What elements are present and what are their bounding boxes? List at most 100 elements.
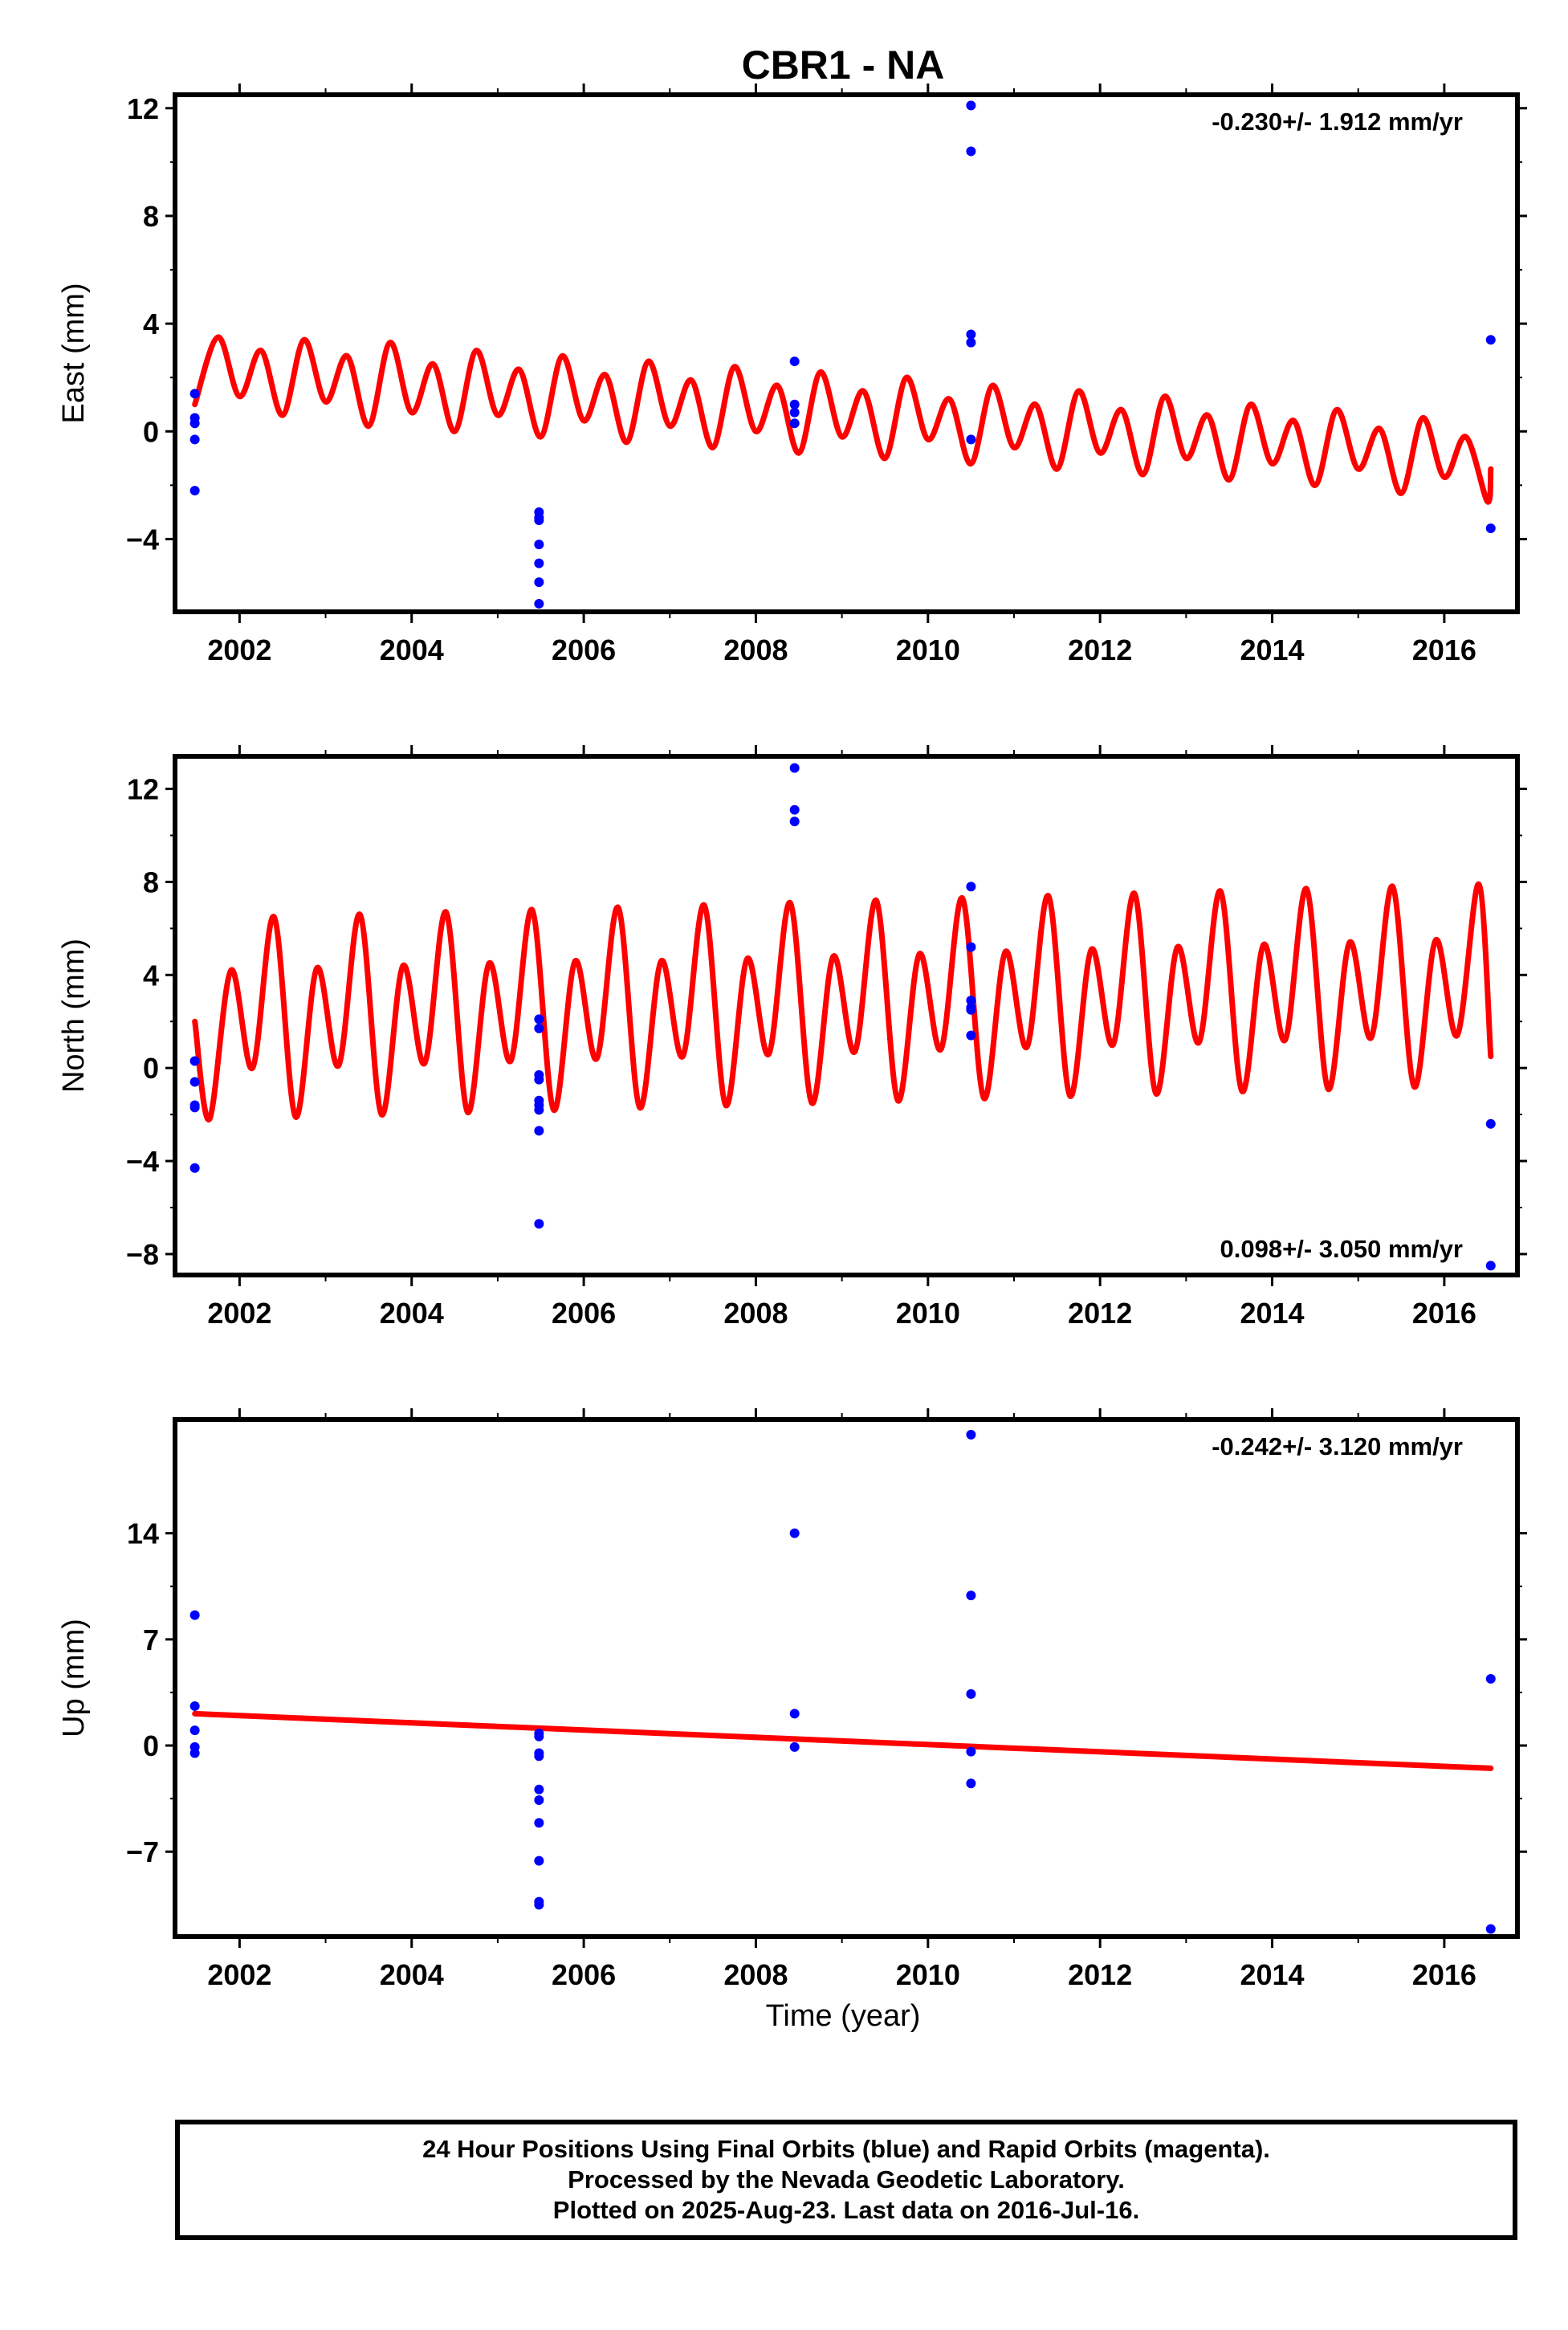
x-axis-label: Time (year) (766, 1999, 921, 2033)
x-tick-label: 2008 (723, 1958, 788, 1991)
data-point (966, 1778, 976, 1789)
data-point (189, 418, 200, 429)
data-point (1485, 1261, 1496, 1271)
data-point (1485, 1118, 1496, 1129)
data-point (1485, 1673, 1496, 1684)
data-point (789, 1709, 800, 1719)
data-point (966, 434, 976, 445)
data-point (534, 1751, 544, 1762)
y-axis-label: Up (mm) (57, 1619, 91, 1737)
y-axis-label: North (mm) (57, 939, 91, 1093)
data-point (966, 996, 976, 1006)
y-tick-label: 4 (143, 959, 159, 992)
data-point (534, 1074, 544, 1085)
data-point (189, 389, 200, 399)
chart-title: CBR1 - NA (742, 43, 945, 88)
data-point (966, 329, 976, 340)
footer-box: 24 Hour Positions Using Final Orbits (bl… (175, 2120, 1517, 2240)
data-point (966, 942, 976, 952)
data-point (966, 1004, 976, 1015)
x-tick-label: 2002 (207, 1297, 271, 1330)
panel-3: −7 0 7 14 2002 2004 2006 2008 2010 2012 2014 2016 Up… (57, 1408, 1527, 1991)
x-tick-label: 2014 (1240, 1297, 1304, 1330)
data-point (966, 100, 976, 111)
x-tick-label: 2016 (1412, 1958, 1476, 1991)
data-point (534, 598, 544, 609)
plot-frame (173, 1417, 1520, 1939)
data-point (789, 1741, 800, 1752)
rate-annotation: -0.242+/- 3.120 mm/yr (1212, 1432, 1463, 1460)
data-point (1485, 335, 1496, 345)
panel-2: −8 −4 0 4 8 12 2002 2004 2006 2008 2010 2012 2014 201… (57, 745, 1527, 1330)
x-tick-label: 2006 (552, 1297, 616, 1330)
data-point (1485, 1924, 1496, 1934)
x-tick-label: 2004 (380, 1958, 444, 1991)
data-point (534, 1784, 544, 1794)
y-tick-label: −4 (126, 1145, 159, 1178)
x-tick-label: 2002 (207, 1958, 271, 1991)
data-point (534, 540, 544, 550)
y-tick-label: 12 (127, 773, 159, 806)
x-tick-label: 2004 (380, 1297, 444, 1330)
y-tick-label: 0 (143, 1729, 159, 1762)
x-tick-label: 2010 (896, 1297, 960, 1330)
data-point (789, 805, 800, 815)
plot-area (189, 100, 1496, 609)
data-point (189, 1077, 200, 1087)
data-point (966, 1591, 976, 1601)
data-point (534, 558, 544, 568)
footer-line-2: Processed by the Nevada Geodetic Laborat… (568, 2165, 1125, 2194)
y-tick-label: 8 (143, 200, 159, 233)
x-tick-label: 2016 (1412, 1297, 1476, 1330)
y-tick-label: 7 (143, 1623, 159, 1656)
data-point (789, 763, 800, 773)
x-tick-label: 2014 (1240, 1958, 1304, 1991)
y-tick-label: 0 (143, 415, 159, 448)
data-point (789, 817, 800, 827)
x-tick-label: 2010 (896, 1958, 960, 1991)
x-tick-label: 2004 (380, 633, 444, 666)
data-point (966, 146, 976, 157)
y-tick-label: −8 (126, 1238, 159, 1271)
data-point (534, 1731, 544, 1741)
fit-model-line (192, 881, 1494, 1122)
y-tick-label: −4 (126, 523, 159, 556)
y-tick-label: 0 (143, 1052, 159, 1085)
data-point (534, 1219, 544, 1229)
data-point (189, 1701, 200, 1711)
x-tick-label: 2012 (1068, 1297, 1132, 1330)
y-tick-label: 12 (127, 92, 159, 125)
data-point (534, 1014, 544, 1024)
data-point (789, 1528, 800, 1538)
data-point (534, 1126, 544, 1136)
x-tick-label: 2008 (723, 633, 788, 666)
x-tick-label: 2016 (1412, 633, 1476, 666)
data-point (966, 1030, 976, 1041)
data-point (1485, 523, 1496, 534)
data-point (189, 1610, 200, 1620)
x-tick-label: 2014 (1240, 633, 1304, 666)
plot-frame (173, 754, 1520, 1277)
data-point (966, 337, 976, 348)
x-tick-label: 2006 (552, 633, 616, 666)
footer-line-3: Plotted on 2025-Aug-23. Last data on 201… (552, 2196, 1140, 2224)
data-point (534, 1855, 544, 1866)
data-point (966, 1429, 976, 1440)
y-tick-label: 14 (127, 1517, 159, 1550)
data-point (189, 1725, 200, 1736)
data-point (534, 1818, 544, 1828)
x-tick-label: 2002 (207, 633, 271, 666)
data-point (789, 418, 800, 429)
data-point (534, 515, 544, 525)
data-point (534, 1795, 544, 1806)
y-tick-label: 8 (143, 866, 159, 898)
rate-annotation: -0.230+/- 1.912 mm/yr (1212, 108, 1463, 136)
x-tick-label: 2010 (896, 633, 960, 666)
footer-line-1: 24 Hour Positions Using Final Orbits (bl… (422, 2135, 1270, 2163)
data-point (534, 1023, 544, 1033)
data-point (534, 1900, 544, 1910)
fit-model-line (192, 1710, 1494, 1771)
data-point (966, 882, 976, 892)
data-point (189, 434, 200, 445)
